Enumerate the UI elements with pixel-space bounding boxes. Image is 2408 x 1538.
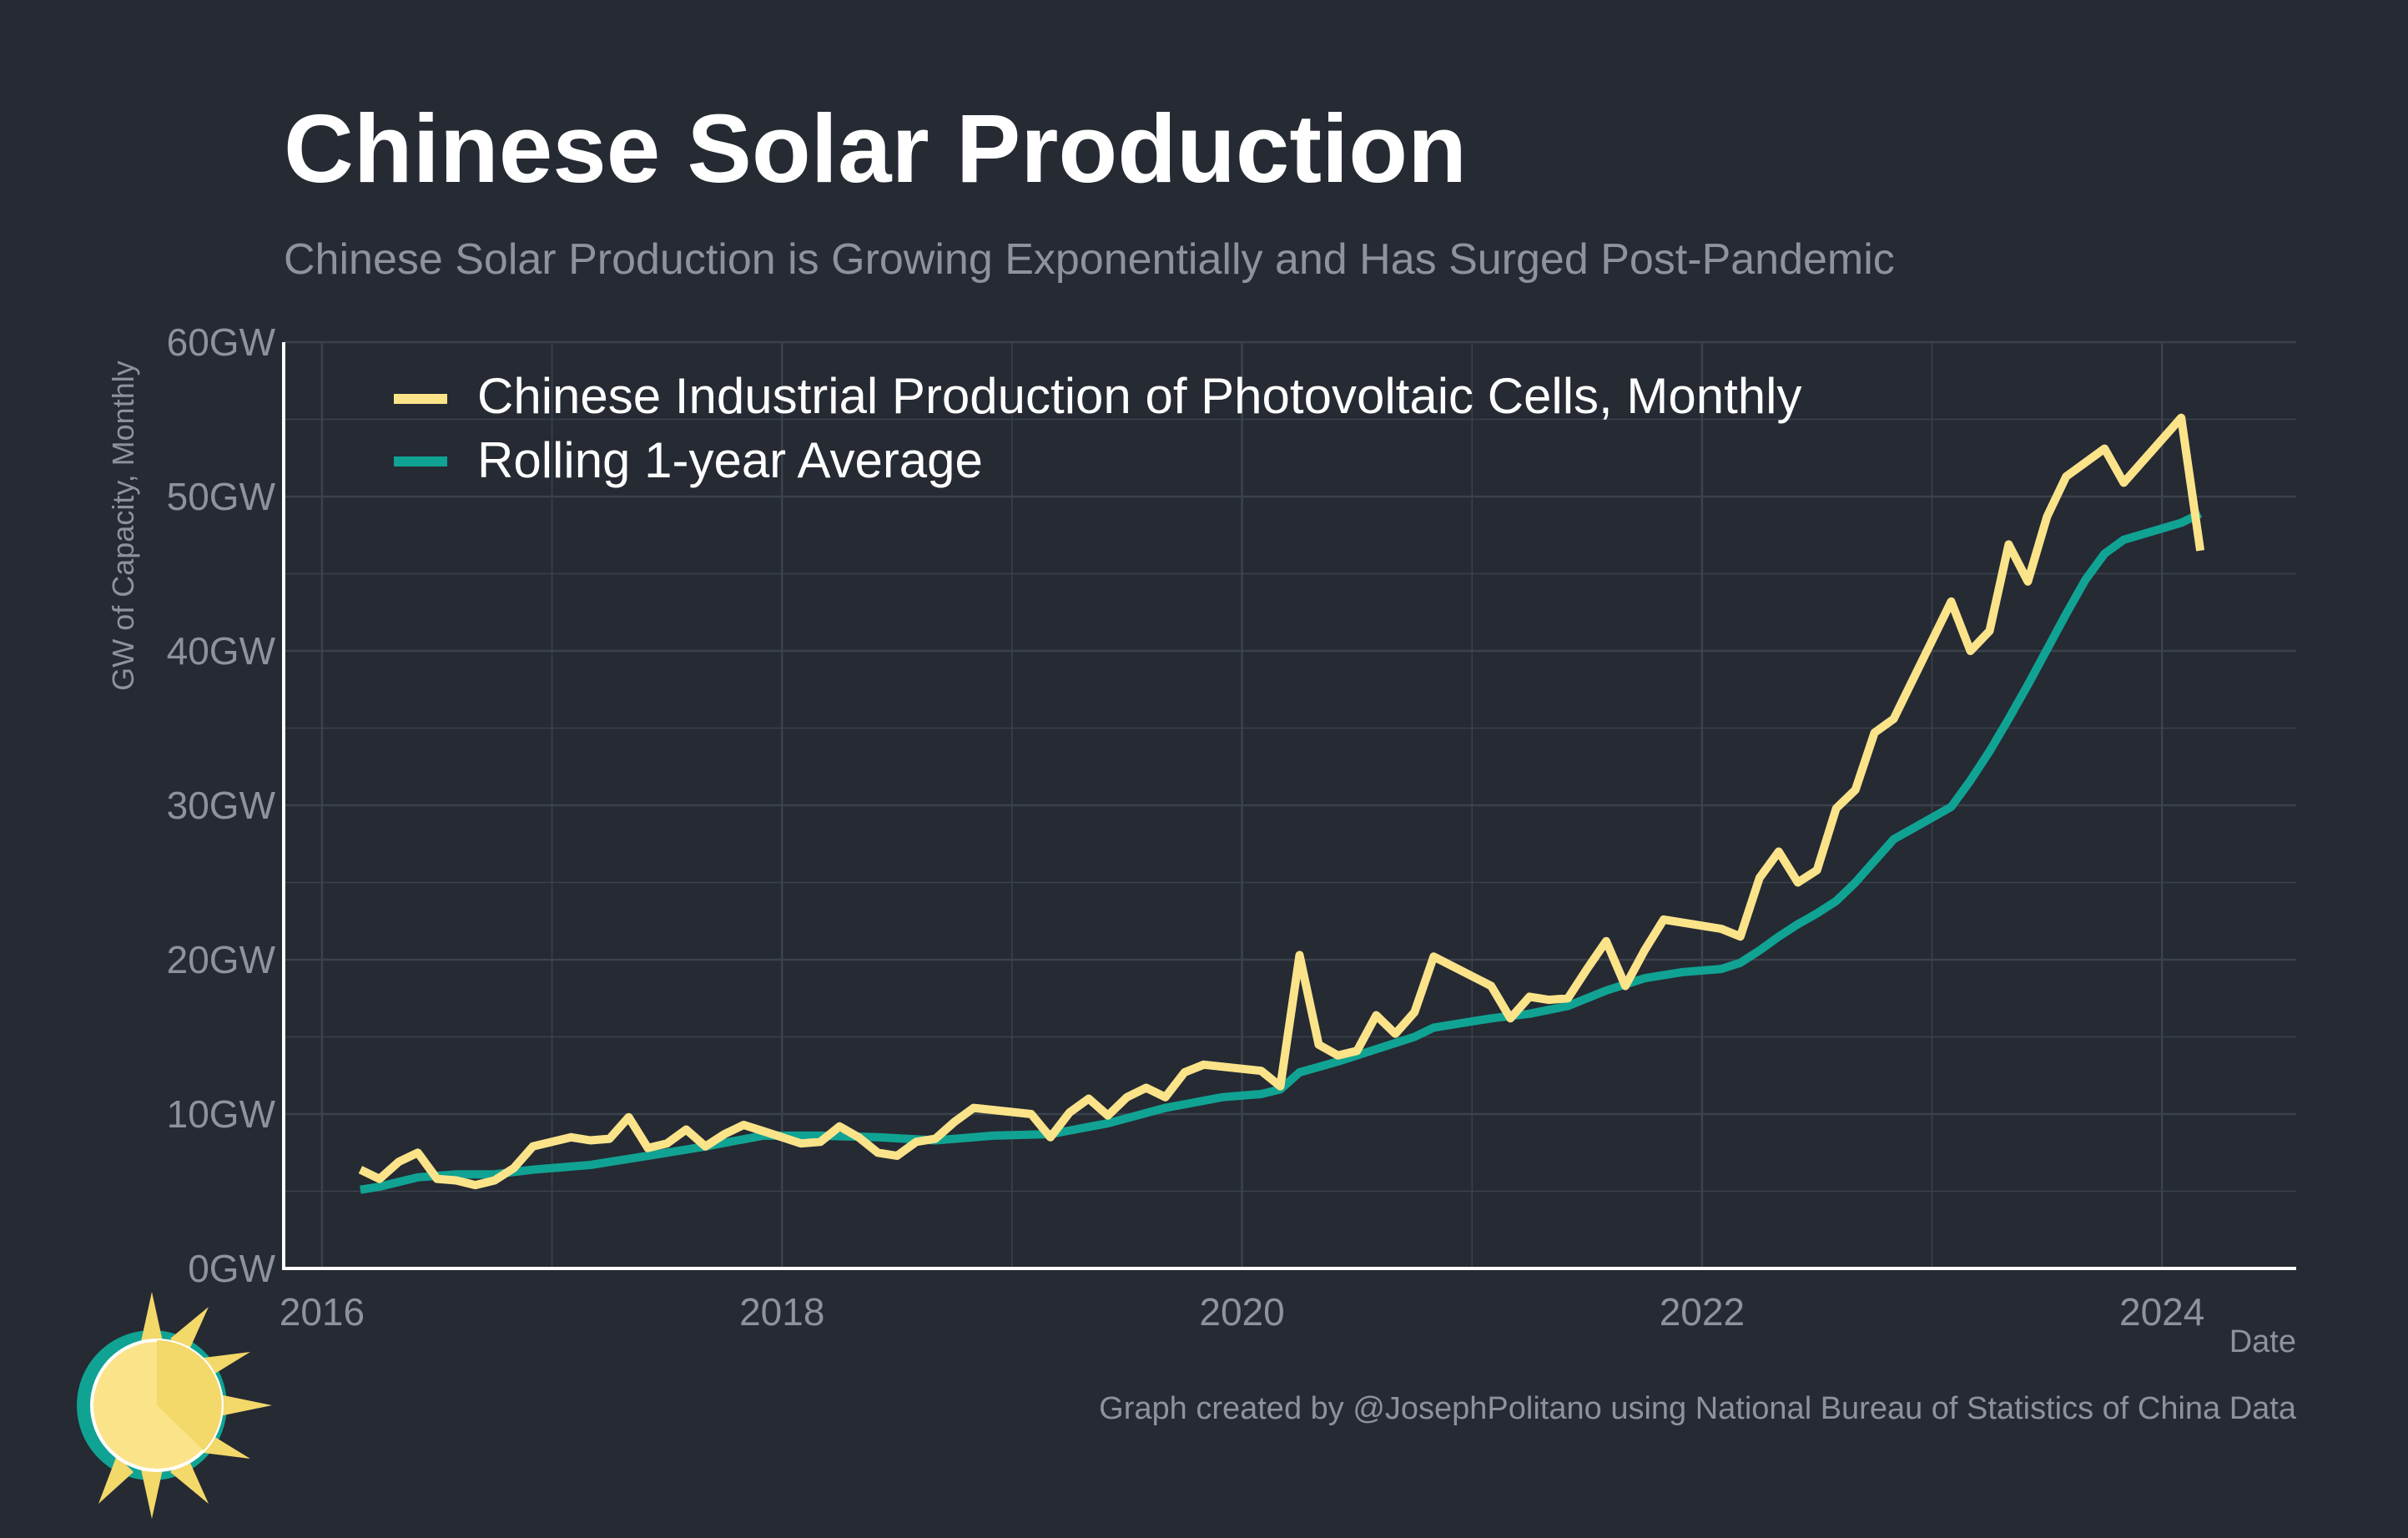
y-tick-label: 60GW (167, 320, 276, 364)
sun-logo-shade (157, 1340, 222, 1450)
series-line-monthly (358, 413, 2205, 1190)
chart-subtitle: Chinese Solar Production is Growing Expo… (284, 235, 1895, 284)
sun-logo (77, 1292, 272, 1519)
x-tick-label: 2022 (1660, 1290, 1745, 1334)
series-lines (358, 413, 2205, 1194)
y-axis-label: GW of Capacity, Monthly (106, 361, 140, 690)
credit-text: Graph created by @JosephPolitano using N… (1099, 1391, 2297, 1426)
y-tick-label: 50GW (167, 475, 276, 518)
chart-title: Chinese Solar Production (284, 94, 1467, 203)
x-tick-label: 2024 (2119, 1290, 2204, 1334)
y-tick-label: 30GW (167, 784, 276, 827)
x-tick-label: 2018 (739, 1290, 824, 1334)
x-tick-label: 2016 (280, 1290, 365, 1334)
legend-label-monthly: Chinese Industrial Production of Photovo… (477, 368, 1801, 424)
x-axis-ticks: 2016 2018 2020 2022 2024 (280, 1290, 2205, 1334)
y-tick-label: 10GW (167, 1092, 276, 1136)
legend: Chinese Industrial Production of Photovo… (394, 368, 1801, 488)
y-tick-label: 20GW (167, 938, 276, 981)
y-tick-label: 40GW (167, 629, 276, 673)
x-axis-label: Date (2229, 1324, 2296, 1359)
y-tick-label: 0GW (188, 1247, 275, 1290)
legend-label-rolling: Rolling 1-year Average (477, 432, 983, 488)
y-axis-ticks: 0GW 10GW 20GW 30GW 40GW 50GW 60GW (167, 320, 276, 1290)
x-tick-label: 2020 (1199, 1290, 1284, 1334)
grid (284, 340, 2296, 1268)
